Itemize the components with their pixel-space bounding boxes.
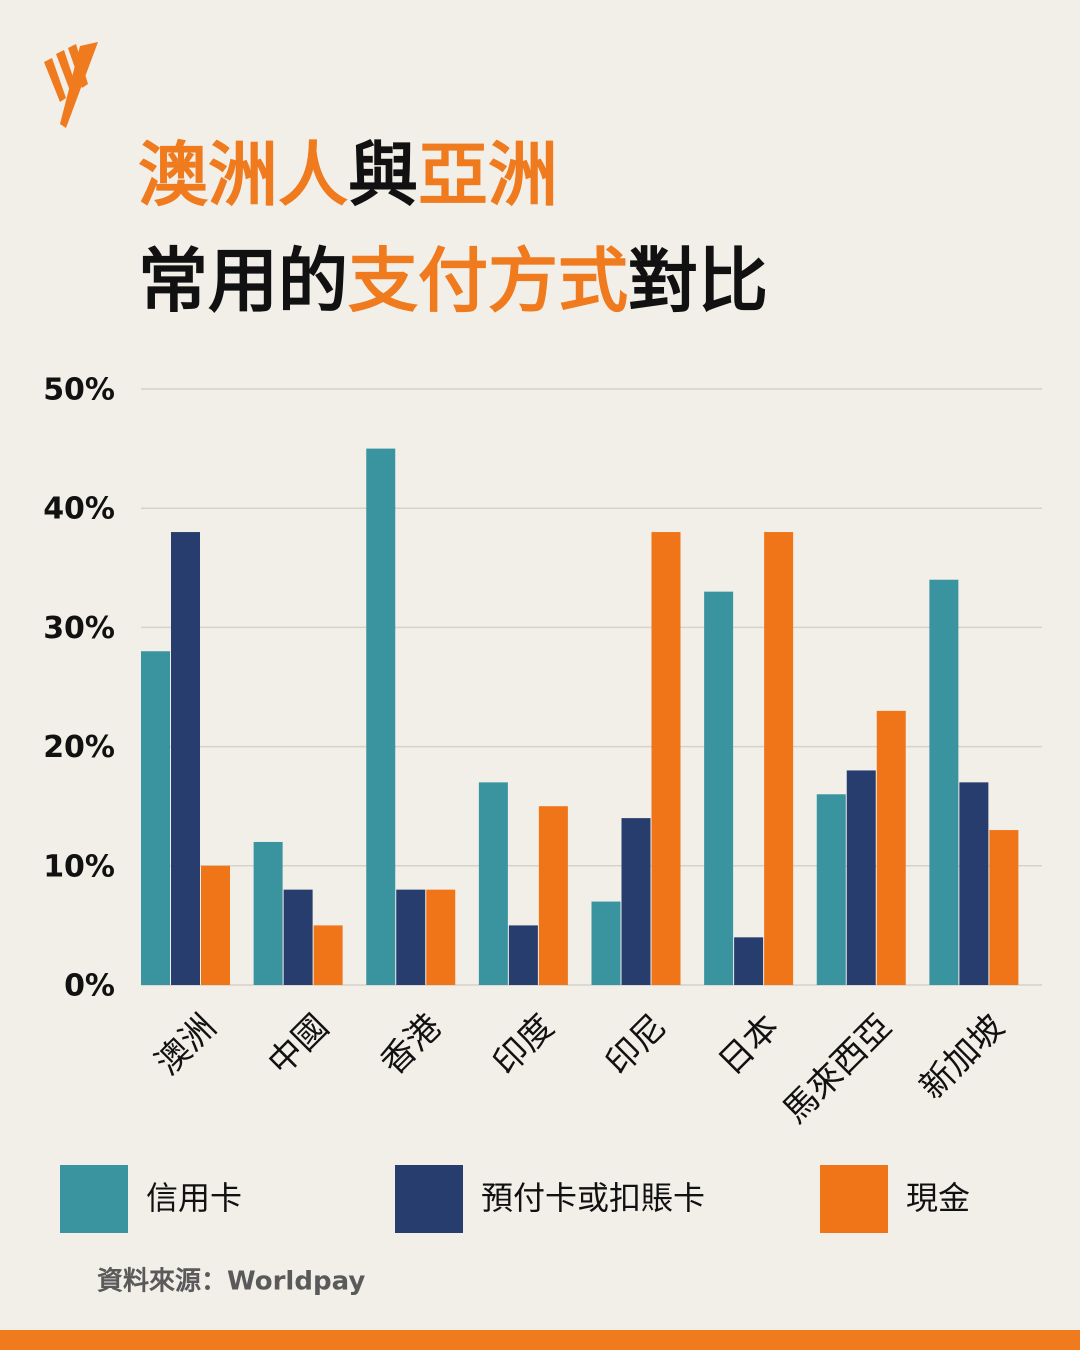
bar [253, 841, 283, 985]
legend-label: 預付卡或扣賬卡 [481, 1179, 705, 1217]
bar [989, 830, 1019, 985]
y-tick-label: 40% [43, 492, 115, 527]
bar [734, 937, 764, 985]
title-line: 澳洲人與亞洲 [138, 134, 558, 216]
bar [764, 532, 794, 985]
title-segment: 亞洲 [418, 134, 558, 216]
source-note: 資料來源：Worldpay [97, 1267, 365, 1297]
bar [651, 532, 681, 985]
title-segment: 對比 [628, 240, 768, 322]
y-tick-label: 30% [43, 611, 115, 646]
legend-swatch [60, 1165, 128, 1233]
bar [704, 591, 734, 985]
y-tick-label: 20% [43, 730, 115, 765]
bar [313, 925, 343, 985]
legend-label: 現金 [906, 1179, 970, 1217]
y-tick-label: 10% [43, 849, 115, 884]
bar [396, 889, 426, 985]
bar [426, 889, 456, 985]
logo [44, 42, 98, 128]
title-segment: 與 [348, 134, 418, 216]
bar [201, 865, 230, 985]
bar [538, 806, 568, 985]
bar [283, 889, 313, 985]
y-tick-label: 0% [64, 969, 115, 1004]
title-segment: 支付方式 [348, 240, 628, 322]
bar [141, 651, 170, 985]
bar [591, 901, 621, 985]
bar [171, 532, 200, 985]
legend-label: 信用卡 [146, 1179, 242, 1217]
bar [508, 925, 538, 985]
bar [621, 818, 651, 985]
bar [366, 448, 396, 986]
legend-swatch [820, 1165, 888, 1233]
title-segment: 常用的 [138, 240, 348, 322]
bar [929, 579, 959, 985]
bar [846, 770, 876, 985]
title-segment: 澳洲人 [138, 134, 348, 216]
bar [478, 782, 508, 985]
bar [959, 782, 989, 985]
legend-swatch [395, 1165, 463, 1233]
bar [876, 710, 906, 985]
y-tick-label: 50% [43, 373, 115, 408]
title-line: 常用的支付方式對比 [138, 240, 768, 322]
bottom-bar [0, 1330, 1080, 1350]
bar [816, 794, 846, 985]
